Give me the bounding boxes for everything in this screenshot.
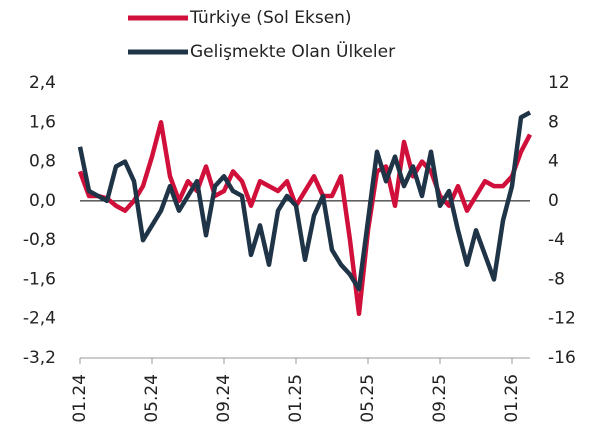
y-tick-label: -3,2 <box>23 348 56 368</box>
series-line <box>77 110 532 292</box>
x-tick-label: 09.25 <box>430 374 450 423</box>
y-tick-label: 0,8 <box>29 152 56 172</box>
x-tick-label: 01.25 <box>286 374 306 423</box>
x-tick-label: 01.24 <box>70 374 90 423</box>
y-tick-label: 0,0 <box>29 191 56 211</box>
x-tick-label: 09.24 <box>214 374 234 423</box>
y-tick-label: 1,6 <box>29 112 56 132</box>
y-tick-label: -0,8 <box>23 230 56 250</box>
x-tick-label: 01.26 <box>502 374 522 423</box>
y2-tick-label: 4 <box>548 152 559 172</box>
y-tick-label: -2,4 <box>23 309 56 329</box>
y2-tick-label: -12 <box>548 309 576 329</box>
x-tick-label: 05.25 <box>358 374 378 423</box>
y-tick-label: 2,4 <box>29 73 56 93</box>
legend-label: Türkiye (Sol Eksen) <box>189 8 352 28</box>
y-tick-label: -1,6 <box>23 269 56 289</box>
x-tick-label: 05.24 <box>142 374 162 423</box>
y2-tick-label: -4 <box>548 230 565 250</box>
series-line <box>77 120 532 317</box>
y2-tick-label: -8 <box>548 269 565 289</box>
y2-tick-label: 12 <box>548 73 570 93</box>
legend-label: Gelişmekte Olan Ülkeler <box>190 40 395 62</box>
y2-tick-label: 8 <box>548 112 559 132</box>
y2-tick-label: 0 <box>548 191 559 211</box>
y2-tick-label: -16 <box>548 348 576 368</box>
